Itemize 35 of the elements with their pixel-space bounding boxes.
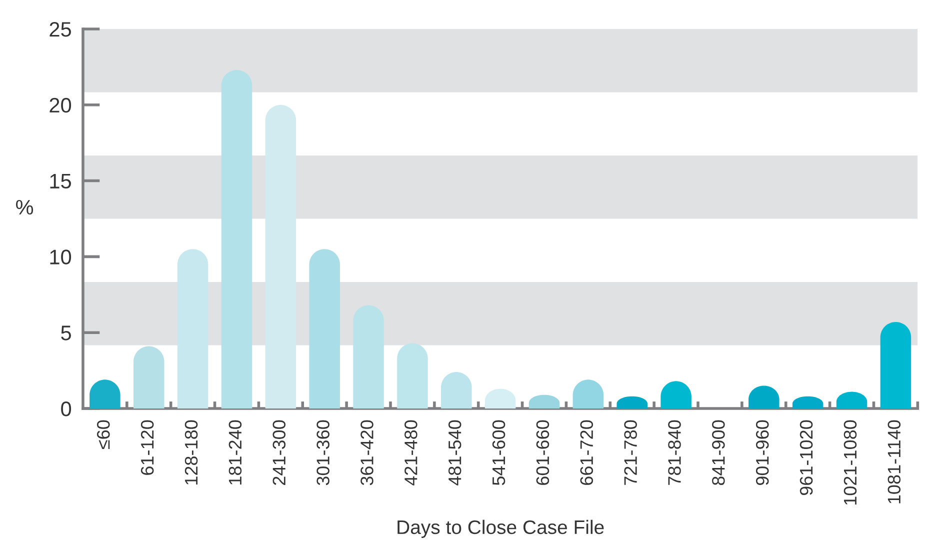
x-tick-label: 901-960 — [756, 420, 769, 485]
x-tick-label: 421-480 — [404, 420, 418, 486]
x-tick-label: 781-840 — [668, 420, 681, 485]
bar — [265, 104, 296, 408]
x-tick-label: 721-780 — [624, 420, 637, 485]
bar — [133, 346, 164, 408]
x-tick-label: 481-540 — [448, 420, 462, 486]
bar — [309, 249, 340, 408]
bar — [880, 322, 912, 408]
bar — [221, 70, 252, 408]
x-axis-title: Days to Close Case File — [398, 520, 604, 538]
bar — [353, 305, 384, 408]
y-tick-label: 5 — [61, 326, 71, 340]
x-tick-label: 61-120 — [140, 420, 154, 475]
y-tick-label: 15 — [50, 174, 71, 189]
y-axis-title: % — [16, 200, 34, 215]
x-tick-label: 601-660 — [536, 420, 550, 485]
y-tick-label: 20 — [50, 98, 72, 113]
x-tick-label: 1081-1140 — [888, 420, 901, 504]
x-tick-label: 301-360 — [316, 420, 330, 486]
x-tick-label: 181-240 — [228, 420, 242, 484]
x-tick-label: 541-600 — [492, 420, 506, 486]
bar — [177, 249, 208, 408]
bar — [397, 343, 428, 408]
y-tick-label: 10 — [50, 250, 72, 264]
x-tick-label: ≤60 — [96, 420, 110, 450]
x-tick-label: 841-900 — [712, 420, 725, 486]
x-tick-label: 241-300 — [272, 420, 286, 485]
x-tick-label: 361-420 — [360, 420, 374, 486]
y-tick-label: 25 — [50, 22, 71, 37]
x-tick-label: 961-1020 — [800, 420, 813, 496]
y-tick-label: 0 — [61, 401, 72, 416]
x-tick-label: 661-720 — [580, 420, 594, 485]
x-tick-label: 128-180 — [184, 420, 198, 484]
x-tick-label: 1021-1080 — [844, 420, 857, 505]
